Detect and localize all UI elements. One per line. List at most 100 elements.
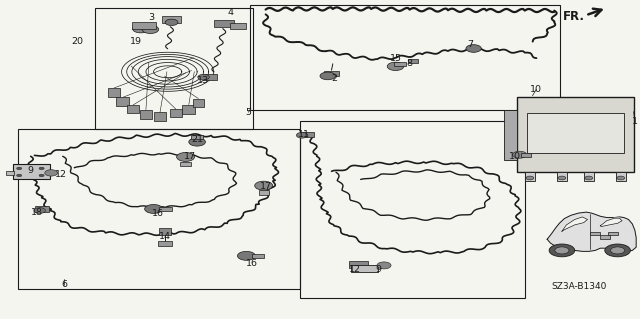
Text: 14: 14 bbox=[159, 232, 171, 241]
Bar bbox=[324, 71, 339, 76]
Text: 11: 11 bbox=[298, 130, 310, 139]
Text: 7: 7 bbox=[467, 40, 474, 49]
Bar bbox=[180, 162, 191, 166]
Bar bbox=[193, 99, 204, 107]
Circle shape bbox=[255, 181, 273, 190]
Circle shape bbox=[39, 174, 44, 177]
Text: 2: 2 bbox=[332, 74, 338, 83]
Bar bbox=[252, 254, 264, 258]
Circle shape bbox=[555, 247, 569, 254]
Bar bbox=[132, 22, 156, 29]
Bar bbox=[301, 132, 314, 137]
Text: SZ3A-B1340: SZ3A-B1340 bbox=[552, 282, 607, 291]
Bar bbox=[557, 172, 567, 181]
Text: 8: 8 bbox=[406, 59, 413, 68]
Circle shape bbox=[320, 72, 335, 80]
Bar bbox=[214, 20, 234, 27]
Circle shape bbox=[177, 152, 195, 161]
Text: 13: 13 bbox=[197, 76, 209, 85]
Text: 16: 16 bbox=[152, 209, 164, 218]
Bar bbox=[408, 59, 418, 63]
Bar bbox=[140, 110, 152, 119]
Bar bbox=[300, 121, 525, 298]
Bar bbox=[127, 105, 139, 113]
Circle shape bbox=[617, 176, 625, 180]
Bar bbox=[230, 23, 246, 29]
Text: 3: 3 bbox=[148, 13, 155, 22]
Text: 5: 5 bbox=[245, 108, 252, 117]
Circle shape bbox=[585, 176, 593, 180]
Bar bbox=[349, 261, 368, 268]
Bar bbox=[162, 16, 181, 23]
Bar bbox=[182, 105, 195, 114]
Bar bbox=[584, 172, 594, 181]
Circle shape bbox=[377, 262, 391, 269]
Circle shape bbox=[605, 244, 630, 257]
Circle shape bbox=[45, 170, 58, 176]
Bar bbox=[394, 62, 406, 66]
Bar bbox=[191, 135, 203, 139]
Text: 19: 19 bbox=[131, 37, 142, 46]
Circle shape bbox=[189, 138, 205, 146]
Text: 12: 12 bbox=[349, 265, 360, 274]
Text: 17: 17 bbox=[184, 152, 195, 161]
Bar bbox=[159, 228, 171, 235]
Circle shape bbox=[549, 244, 575, 257]
Bar bbox=[203, 74, 217, 80]
Bar bbox=[250, 5, 560, 110]
Circle shape bbox=[198, 74, 209, 80]
Text: 6: 6 bbox=[61, 280, 67, 289]
Circle shape bbox=[513, 151, 527, 158]
Text: FR.: FR. bbox=[563, 10, 585, 23]
Circle shape bbox=[558, 176, 566, 180]
Bar bbox=[35, 206, 49, 212]
Circle shape bbox=[39, 167, 44, 170]
Bar bbox=[170, 109, 182, 117]
Bar bbox=[158, 241, 172, 246]
Circle shape bbox=[466, 45, 481, 52]
Bar bbox=[259, 190, 269, 195]
Text: 20: 20 bbox=[71, 37, 83, 46]
Circle shape bbox=[145, 204, 163, 213]
Bar bbox=[116, 97, 129, 106]
Bar bbox=[159, 207, 172, 211]
Circle shape bbox=[142, 25, 159, 33]
Circle shape bbox=[526, 176, 534, 180]
Bar bbox=[591, 232, 600, 235]
Bar bbox=[351, 265, 378, 272]
Bar bbox=[504, 110, 517, 160]
Bar bbox=[154, 112, 166, 121]
Circle shape bbox=[165, 19, 178, 26]
Circle shape bbox=[132, 25, 149, 33]
Text: 4: 4 bbox=[227, 8, 234, 17]
Text: 21: 21 bbox=[191, 135, 203, 144]
Bar bbox=[13, 164, 50, 179]
Circle shape bbox=[237, 251, 255, 260]
Bar bbox=[521, 153, 531, 157]
Polygon shape bbox=[600, 218, 622, 226]
Text: 18: 18 bbox=[31, 208, 43, 217]
Text: 16: 16 bbox=[246, 259, 257, 268]
Text: 12: 12 bbox=[55, 170, 67, 179]
Circle shape bbox=[296, 132, 308, 138]
Text: 10: 10 bbox=[531, 85, 542, 94]
Bar bbox=[525, 172, 535, 181]
Circle shape bbox=[34, 208, 45, 213]
Text: 15: 15 bbox=[390, 54, 401, 63]
Polygon shape bbox=[547, 212, 636, 251]
Bar bbox=[527, 113, 624, 153]
Circle shape bbox=[611, 247, 625, 254]
Circle shape bbox=[387, 62, 404, 70]
Polygon shape bbox=[562, 217, 588, 231]
Bar bbox=[600, 235, 610, 239]
Bar bbox=[6, 171, 14, 175]
Bar bbox=[517, 97, 634, 172]
Text: 9: 9 bbox=[375, 265, 381, 274]
Circle shape bbox=[17, 174, 22, 177]
Bar bbox=[18, 129, 300, 289]
Bar bbox=[616, 172, 626, 181]
Circle shape bbox=[17, 167, 22, 170]
Text: 10: 10 bbox=[509, 152, 521, 161]
Text: 17: 17 bbox=[260, 182, 271, 191]
Bar bbox=[108, 88, 120, 97]
